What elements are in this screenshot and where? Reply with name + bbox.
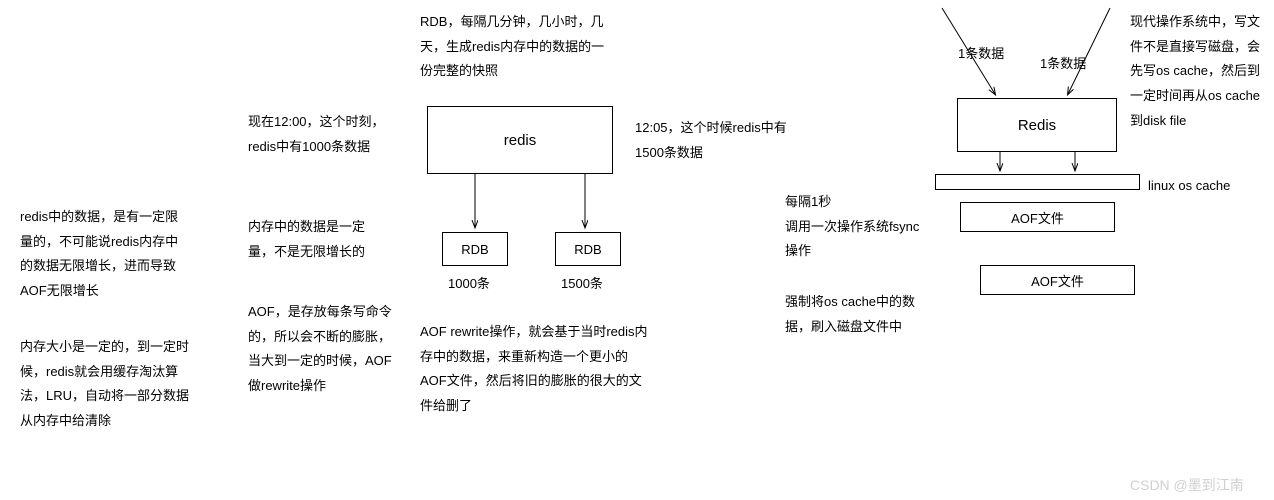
center-bottom-text: AOF rewrite操作，就会基于当时redis内存中的数据，来重新构造一个更… — [420, 320, 650, 419]
col3-para2: 强制将os cache中的数据，刷入磁盘文件中 — [785, 290, 930, 339]
center-right-text: 12:05，这个时候redis中有1500条数据 — [635, 116, 790, 165]
watermark: CSDN @墨到江南 — [1130, 475, 1244, 495]
os-cache-label: linux os cache — [1148, 174, 1230, 199]
rdb2-box-label: RDB — [574, 242, 601, 257]
redis-box: redis — [427, 106, 613, 174]
col1-para2: 内存大小是一定的，到一定时候，redis就会用缓存淘汰算法，LRU，自动将一部分… — [20, 335, 195, 434]
redis-box-label: redis — [504, 132, 537, 149]
center-top-text: RDB，每隔几分钟，几小时，几天，生成redis内存中的数据的一份完整的快照 — [420, 10, 605, 84]
col3-para1: 每隔1秒 调用一次操作系统fsync操作 — [785, 190, 920, 264]
rdb1-box: RDB — [442, 232, 508, 266]
data1-label: 1条数据 — [958, 42, 1004, 67]
col2-para2: 内存中的数据是一定量，不是无限增长的 — [248, 215, 388, 264]
right-side-text: 现代操作系统中，写文件不是直接写磁盘，会先写os cache，然后到一定时间再从… — [1130, 10, 1270, 133]
data2-label: 1条数据 — [1040, 52, 1086, 77]
aof2-box: AOF文件 — [980, 265, 1135, 295]
col2-para3: AOF，是存放每条写命令的，所以会不断的膨胀，当大到一定的时候，AOF做rewr… — [248, 300, 393, 399]
col1-para1: redis中的数据，是有一定限量的，不可能说redis内存中的数据无限增长，进而… — [20, 205, 185, 304]
rdb1-box-label: RDB — [461, 242, 488, 257]
aof2-box-label: AOF文件 — [1031, 271, 1084, 290]
redis-box-right-label: Redis — [1018, 117, 1056, 134]
rdb1-count: 1000条 — [448, 272, 490, 297]
aof1-box-label: AOF文件 — [1011, 208, 1064, 227]
aof1-box: AOF文件 — [960, 202, 1115, 232]
os-cache-box — [935, 174, 1140, 190]
rdb2-count: 1500条 — [561, 272, 603, 297]
rdb2-box: RDB — [555, 232, 621, 266]
redis-box-right: Redis — [957, 98, 1117, 152]
col2-para1: 现在12:00，这个时刻，redis中有1000条数据 — [248, 110, 403, 159]
